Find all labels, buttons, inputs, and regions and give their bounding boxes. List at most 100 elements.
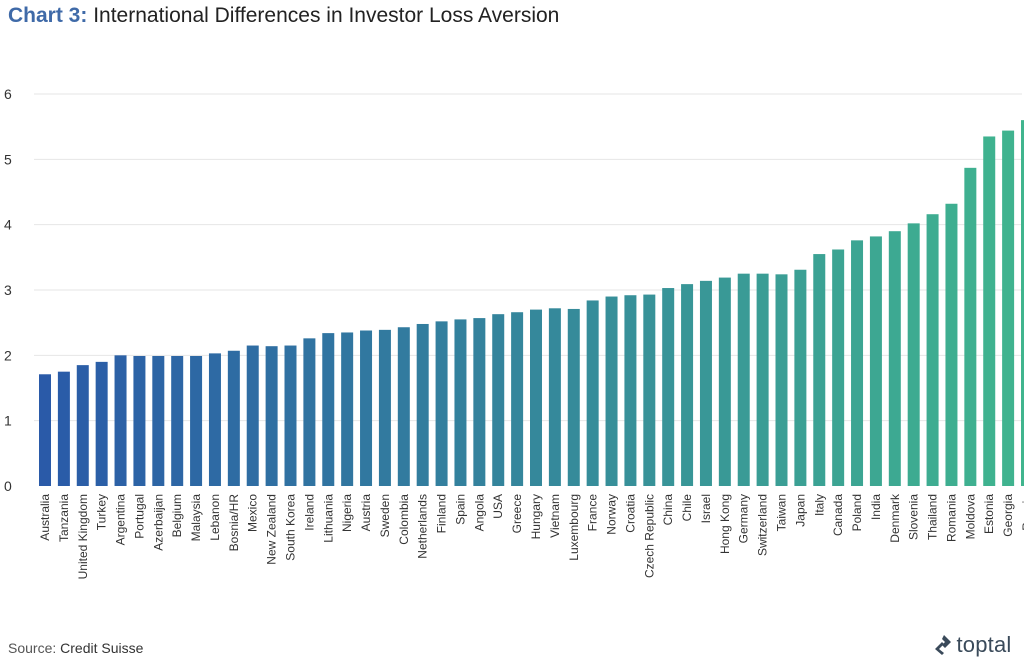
bar (227, 350, 240, 486)
x-tick-label: Finland (435, 494, 449, 533)
bar (775, 274, 788, 486)
bar (95, 361, 108, 486)
bar (662, 288, 675, 486)
x-tick-label: United Kingdom (76, 494, 90, 579)
bar (964, 167, 977, 486)
y-tick-label: 4 (4, 217, 12, 233)
x-tick-label: Spain (453, 494, 467, 525)
y-tick-label: 3 (4, 282, 12, 298)
x-tick-label: Denmark (888, 493, 902, 543)
bar (473, 318, 486, 486)
bar (265, 346, 278, 486)
x-tick-label: Romania (944, 494, 958, 542)
bar (699, 280, 712, 486)
chart-number: Chart 3: (8, 4, 88, 27)
bar (1002, 130, 1015, 486)
y-tick-label: 5 (4, 151, 12, 167)
logo-wordmark: toptal (956, 632, 1012, 657)
x-tick-label: Tanzania (57, 494, 71, 542)
bar (888, 231, 901, 486)
x-tick-label: Argentina (114, 494, 128, 546)
x-tick-label: USA (491, 494, 505, 519)
x-tick-label: Norway (605, 494, 619, 535)
x-tick-label: Canada (831, 494, 845, 536)
x-tick-label: Israel (699, 494, 713, 523)
x-tick-label: Estonia (982, 494, 996, 534)
bar (605, 296, 618, 486)
toptal-diamond-icon (935, 635, 951, 655)
x-tick-label: New Zealand (265, 494, 279, 565)
x-tick-label: Italy (812, 494, 826, 516)
bar (530, 309, 542, 486)
x-tick-label: Poland (850, 494, 864, 531)
x-tick-label: South Korea (284, 494, 298, 561)
bar (681, 284, 694, 486)
bar (360, 330, 373, 486)
bar (624, 295, 637, 486)
bar (548, 308, 561, 486)
x-tick-label: Portugal (132, 494, 146, 539)
x-tick-label: Croatia (623, 494, 637, 533)
bar (567, 308, 580, 486)
source-note: Source: Credit Suisse (8, 640, 143, 656)
x-tick-label: Moldova (963, 494, 977, 540)
x-tick-label: Turkey (95, 494, 109, 530)
x-axis: Australia Tanzania United Kingdom Turkey Arg… (38, 493, 1024, 579)
bar (794, 269, 807, 486)
bar (76, 365, 89, 486)
bar (284, 345, 297, 486)
bar (1021, 120, 1024, 486)
x-tick-label: Mexico (246, 494, 260, 532)
x-tick-label: Georgia (1001, 494, 1015, 537)
bar (907, 223, 920, 487)
x-tick-label: Taiwan (775, 494, 789, 531)
x-tick-label: Greece (510, 494, 524, 534)
x-tick-label: Czech Republic (642, 494, 656, 578)
bar (435, 321, 448, 486)
x-tick-label: Bosnia/HR (227, 494, 241, 552)
y-tick-label: 2 (4, 347, 12, 363)
bar (397, 327, 410, 486)
bar (171, 355, 184, 486)
bar (114, 355, 127, 486)
x-tick-label: France (586, 494, 600, 532)
x-tick-label: Lebanon (208, 494, 222, 541)
bar (190, 355, 203, 486)
x-tick-label: Belgium (170, 494, 184, 537)
x-tick-label: Netherlands (416, 494, 430, 559)
bars (39, 120, 1024, 487)
x-tick-label: Chile (680, 494, 694, 522)
x-tick-label: Slovenia (907, 494, 921, 540)
bar (133, 355, 146, 486)
y-tick-label: 6 (4, 86, 12, 102)
x-tick-label: Australia (38, 494, 52, 541)
bar (983, 136, 996, 486)
x-tick-label: Germany (737, 494, 751, 543)
bar (341, 332, 354, 486)
y-tick-label: 0 (4, 478, 12, 494)
x-tick-label: Japan (793, 494, 807, 527)
x-tick-label: Azerbaijan (151, 494, 165, 551)
bar (378, 329, 391, 486)
x-tick-label: Malaysia (189, 494, 203, 542)
bar (454, 319, 467, 486)
bar (246, 345, 259, 486)
bar (208, 353, 221, 486)
bar (586, 300, 599, 486)
source-label: Source: (8, 640, 57, 656)
chart-title: Chart 3: International Differences in In… (8, 4, 559, 28)
x-tick-label: Austria (359, 494, 373, 532)
x-tick-label: Angola (472, 494, 486, 532)
x-tick-label: Switzerland (756, 494, 770, 556)
bar (869, 236, 882, 486)
x-tick-label: Ireland (302, 494, 316, 531)
x-tick-label: Hungary (529, 494, 543, 539)
source-value: Credit Suisse (60, 640, 144, 656)
bar (737, 273, 750, 486)
bar (492, 314, 505, 486)
bar (511, 312, 524, 486)
bar (718, 277, 731, 486)
x-tick-label: Colombia (397, 494, 411, 545)
x-tick-label: Russia (1020, 494, 1024, 531)
x-tick-label: Vietnam (548, 494, 562, 538)
